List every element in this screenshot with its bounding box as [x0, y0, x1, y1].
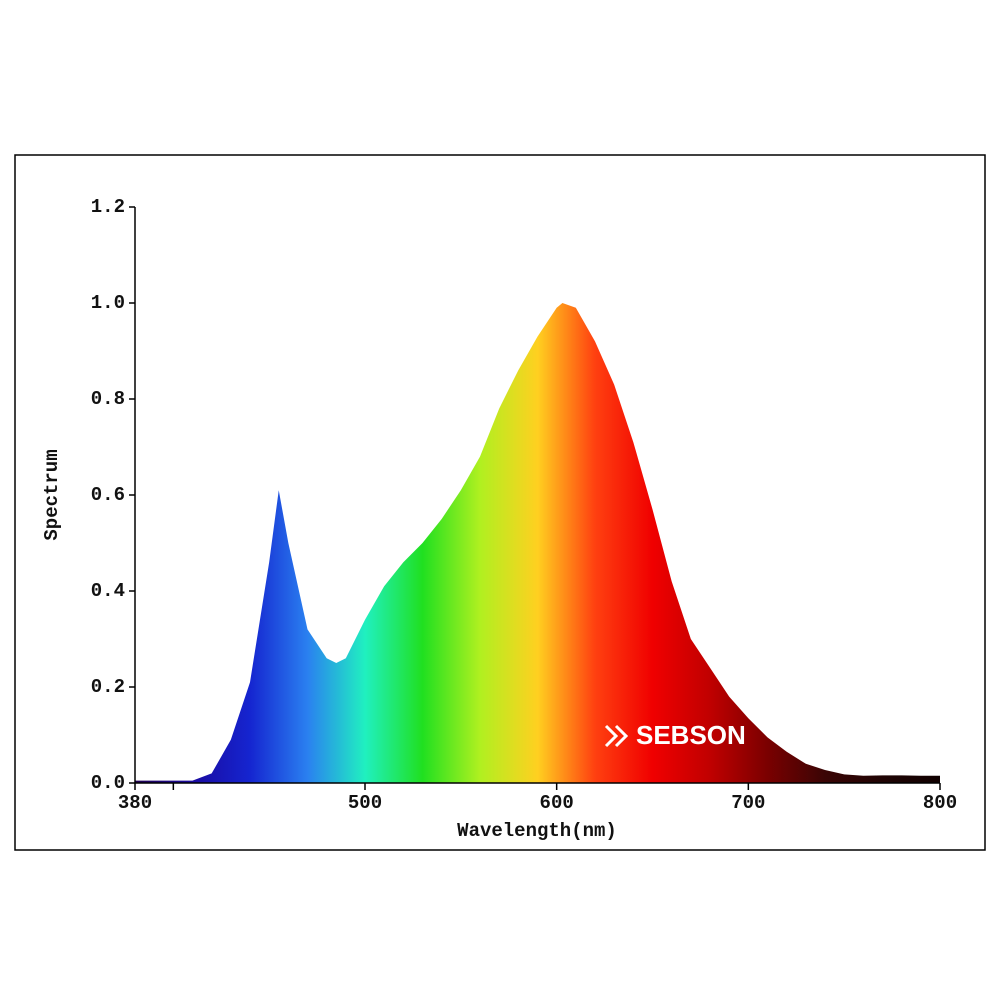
x-tick-label: 600 [540, 792, 574, 814]
y-tick-label: 0.0 [91, 772, 125, 794]
x-tick-label: 700 [731, 792, 765, 814]
y-tick-label: 1.0 [91, 292, 125, 314]
watermark: SEBSON [604, 720, 746, 750]
x-tick-label: 500 [348, 792, 382, 814]
y-tick-label: 0.4 [91, 580, 125, 602]
x-tick-label: 380 [118, 792, 152, 814]
y-tick-label: 1.2 [91, 196, 125, 218]
spectrum-area [135, 303, 940, 783]
frame [14, 154, 986, 851]
logo-icon [604, 724, 629, 748]
y-tick-label: 0.8 [91, 388, 125, 410]
y-tick-label: 0.2 [91, 676, 125, 698]
watermark-text: SEBSON [636, 720, 746, 750]
y-tick-label: 0.6 [91, 484, 125, 506]
y-axis-label: Spectrum [41, 449, 63, 540]
plot-area [135, 303, 940, 783]
x-tick-label: 800 [923, 792, 957, 814]
x-axis-label: Wavelength(nm) [457, 820, 617, 842]
